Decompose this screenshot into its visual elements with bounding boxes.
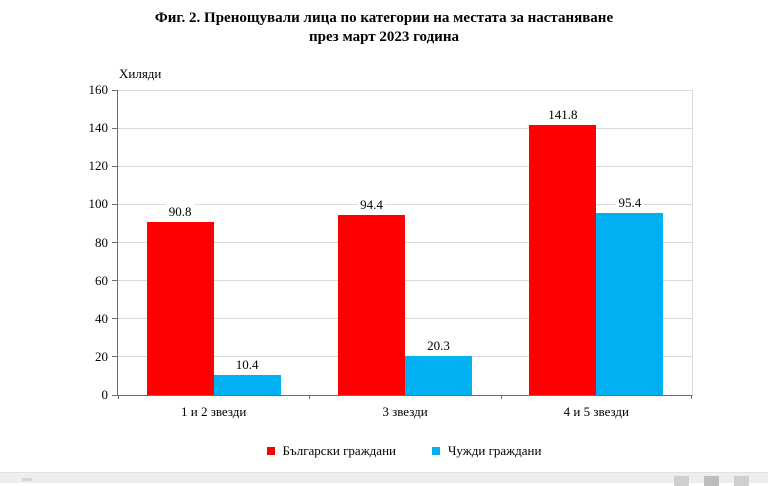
x-category-label-3: 4 и 5 звезди [563, 404, 629, 419]
legend-label-bulgarian-citizens: Български граждани [282, 443, 396, 458]
bar-bulgarian-citizens-group1 [146, 221, 214, 395]
legend-item-bulgarian-citizens: Български граждани [266, 443, 396, 459]
value-label-foreign-citizens-group1: 10.4 [232, 357, 262, 373]
status-bar [0, 472, 768, 486]
bar-bulgarian-citizens-group3 [529, 124, 597, 395]
y-axis-tick-mark [112, 127, 117, 129]
y-axis-tick-mark [112, 356, 117, 358]
value-label-bulgarian-citizens-group2: 94.4 [357, 197, 386, 213]
bar-foreign-citizens-group3 [596, 213, 664, 395]
gridline-140 [118, 127, 692, 129]
value-label-foreign-citizens-group3: 95.4 [615, 195, 645, 211]
legend-label-foreign-citizens: Чужди граждани [447, 443, 542, 458]
y-tick-label-0: 0 [101, 387, 109, 402]
y-tick-label-100: 100 [88, 196, 109, 212]
legend-swatch-red-icon [266, 447, 275, 455]
x-category-label-2: 3 звезди [382, 404, 428, 419]
y-tick-label-60: 60 [95, 272, 108, 288]
y-axis-tick-mark [112, 242, 117, 243]
y-axis-unit-label: Хиляди [119, 66, 162, 81]
value-label-bulgarian-citizens-group1: 90.8 [165, 203, 195, 219]
value-label-foreign-citizens-group2: 20.3 [424, 338, 453, 354]
chart-title-line1: Фиг. 2. Пренощували лица по категории на… [154, 10, 614, 26]
print-layout-icon[interactable] [704, 476, 719, 486]
plot-area: 90.8 10.4 1 и 2 звезди 94.4 20.3 3 звезди 141.… [112, 89, 693, 419]
x-axis-tick-mark [691, 395, 692, 399]
y-tick-label-120: 120 [88, 158, 109, 174]
x-axis-tick-mark [118, 395, 119, 399]
web-layout-icon[interactable] [734, 476, 749, 486]
value-label-bulgarian-citizens-group3: 141.8 [545, 106, 581, 122]
status-page-indicator [22, 478, 32, 481]
gridline-80 [118, 242, 692, 243]
y-tick-label-80: 80 [95, 234, 108, 250]
y-axis-tick-mark [112, 318, 117, 320]
bar-foreign-citizens-group1 [213, 375, 281, 395]
view-mode-icon[interactable] [674, 476, 689, 486]
y-axis-tick-mark [112, 89, 117, 91]
chart-legend: Български граждани Чужди граждани [117, 443, 691, 459]
chart-title-line2: през март 2023 година [309, 29, 459, 45]
chart-title: Фиг. 2. Пренощували лица по категории на… [0, 9, 768, 47]
y-tick-label-140: 140 [88, 120, 109, 136]
gridline-120 [118, 165, 692, 167]
y-axis-tick-mark [112, 280, 117, 282]
gridline-40 [118, 318, 692, 320]
gridline-60 [118, 280, 692, 282]
x-axis-tick-mark [309, 395, 311, 399]
x-axis-tick-mark [500, 395, 502, 399]
bar-foreign-citizens-group2 [405, 356, 472, 395]
y-tick-label-160: 160 [88, 82, 109, 97]
y-tick-label-40: 40 [95, 310, 108, 326]
gridline-160 [118, 89, 692, 91]
x-category-label-1: 1 и 2 звезди [181, 404, 247, 419]
y-axis-tick-labels: 0 20 40 60 80 100 120 140 160 [68, 82, 109, 402]
legend-swatch-blue-icon [431, 447, 440, 455]
legend-item-foreign-citizens: Чужди граждани [431, 443, 542, 459]
y-axis-tick-mark [112, 203, 117, 205]
y-axis-tick-mark [112, 394, 117, 396]
y-tick-label-20: 20 [95, 348, 108, 364]
gridline-100 [118, 203, 692, 205]
bar-bulgarian-citizens-group2 [338, 215, 405, 395]
y-axis-tick-mark [112, 165, 117, 167]
